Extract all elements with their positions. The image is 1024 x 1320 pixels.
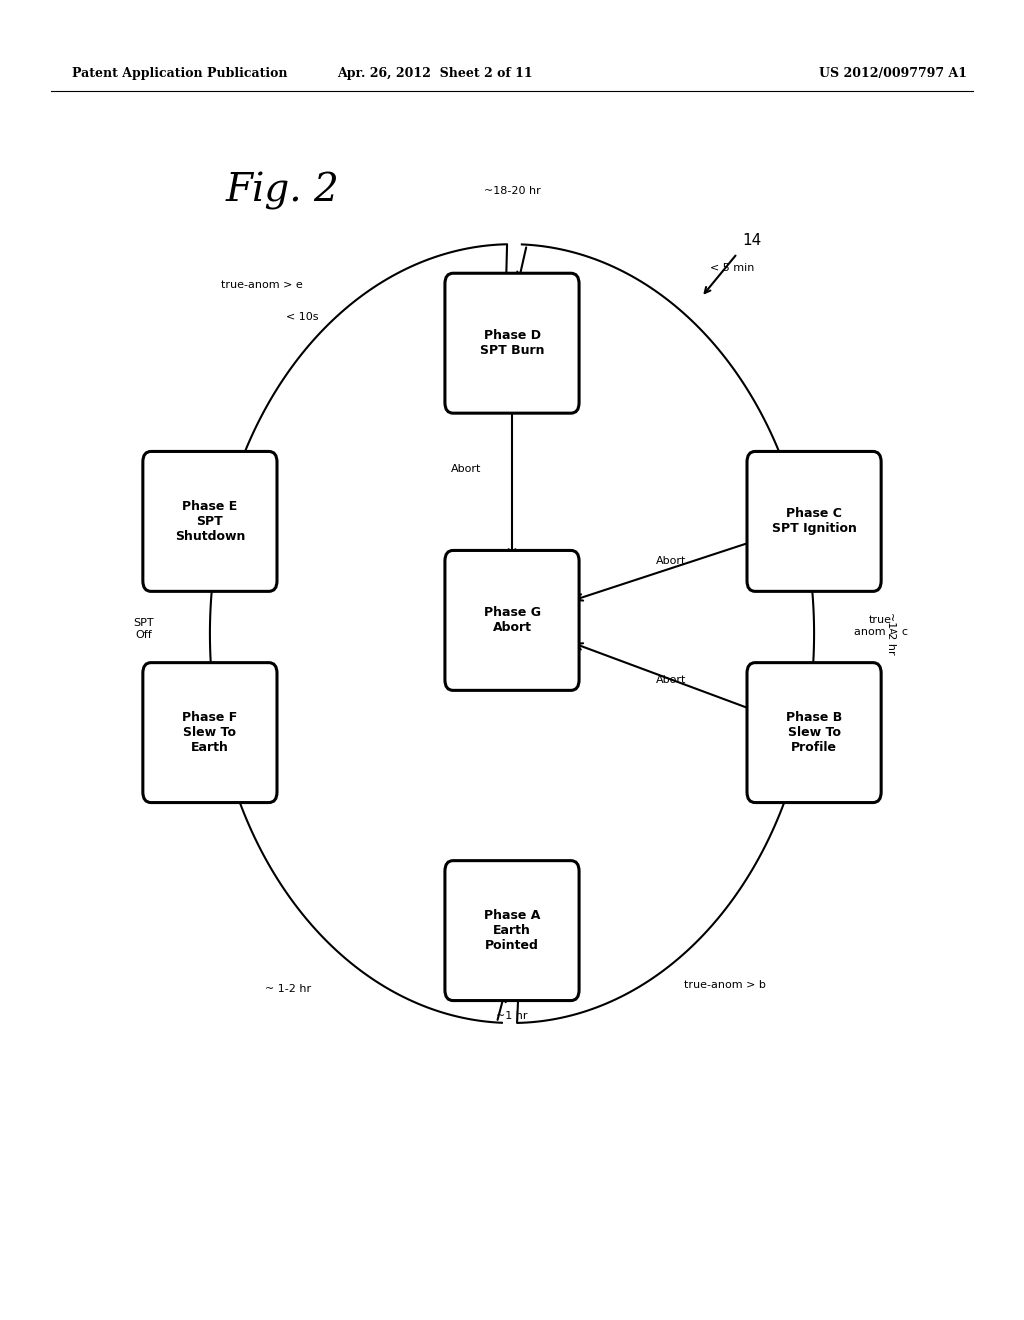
Text: ~1 hr: ~1 hr	[497, 1011, 527, 1022]
Text: true-anom > b: true-anom > b	[684, 981, 766, 990]
Text: < 10s: < 10s	[286, 312, 318, 322]
Text: Abort: Abort	[451, 463, 481, 474]
Text: ~1-2 hr: ~1-2 hr	[886, 612, 896, 655]
FancyBboxPatch shape	[444, 550, 580, 690]
Text: Apr. 26, 2012  Sheet 2 of 11: Apr. 26, 2012 Sheet 2 of 11	[337, 67, 534, 81]
Text: 14: 14	[742, 234, 762, 248]
Text: Phase A
Earth
Pointed: Phase A Earth Pointed	[483, 909, 541, 952]
Text: Phase E
SPT
Shutdown: Phase E SPT Shutdown	[175, 500, 245, 543]
Text: ~ 1-2 hr: ~ 1-2 hr	[264, 985, 310, 994]
FancyBboxPatch shape	[444, 273, 580, 413]
Text: SPT
Off: SPT Off	[133, 618, 154, 640]
Text: Phase F
Slew To
Earth: Phase F Slew To Earth	[182, 711, 238, 754]
Text: Abort: Abort	[655, 675, 686, 685]
FancyBboxPatch shape	[142, 663, 276, 803]
Text: ~18-20 hr: ~18-20 hr	[483, 186, 541, 197]
Text: Phase B
Slew To
Profile: Phase B Slew To Profile	[786, 711, 842, 754]
Text: Patent Application Publication: Patent Application Publication	[72, 67, 287, 81]
FancyBboxPatch shape	[748, 451, 881, 591]
Text: Phase G
Abort: Phase G Abort	[483, 606, 541, 635]
Text: Phase C
SPT Ignition: Phase C SPT Ignition	[772, 507, 856, 536]
Text: Fig. 2: Fig. 2	[225, 173, 339, 210]
Text: Phase D
SPT Burn: Phase D SPT Burn	[480, 329, 544, 358]
Text: true-anom > e: true-anom > e	[221, 280, 303, 290]
Text: US 2012/0097797 A1: US 2012/0097797 A1	[819, 67, 968, 81]
Text: Abort: Abort	[655, 556, 686, 566]
Text: < 5 min: < 5 min	[711, 263, 755, 273]
Text: true
anom > c: true anom > c	[854, 615, 907, 638]
FancyBboxPatch shape	[444, 861, 580, 1001]
FancyBboxPatch shape	[142, 451, 276, 591]
FancyBboxPatch shape	[748, 663, 881, 803]
